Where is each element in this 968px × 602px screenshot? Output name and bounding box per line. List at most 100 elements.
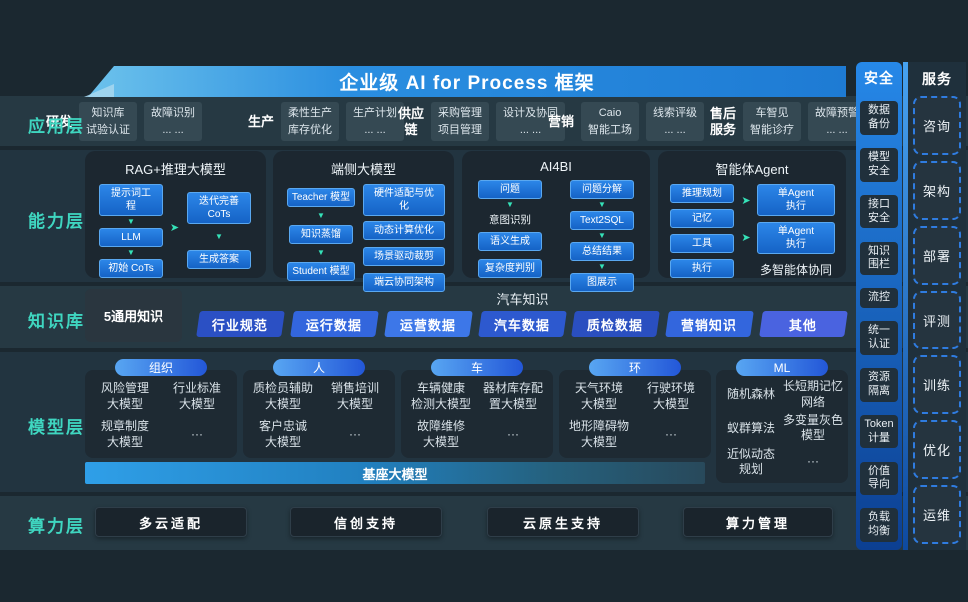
knowledge-tag-label: 行业规范: [212, 317, 269, 333]
knowledge-tag: 运行数据: [290, 311, 379, 337]
knowledge-tag: 行业规范: [196, 311, 285, 337]
model-category-pill-env: 环: [589, 359, 681, 376]
layer-label-capability: 能力层: [28, 212, 85, 231]
knowledge-tag: 其他: [759, 311, 848, 337]
arrow-right-icon: ➤: [741, 195, 751, 207]
service-item: 训练: [913, 355, 961, 415]
flow-node: 执行: [670, 259, 734, 278]
knowledge-tag: 质检数据: [571, 311, 661, 337]
arrow-down-icon: ▼: [506, 200, 514, 209]
model-category-pill-ml: ML: [736, 359, 828, 376]
capability-box-agent: 智能体Agent 推理规划 记忆 工具 执行 ➤ ➤ 单Agent 执行 单Ag…: [658, 151, 846, 278]
knowledge-tag: 运营数据: [383, 311, 473, 337]
model-item: 长短期记忆 网络: [782, 379, 843, 409]
security-item: 价值 导向: [860, 461, 898, 496]
arrow-right-icon: ➤: [169, 222, 180, 234]
app-domain-production: 生产 柔性生产 库存优化 生产计划 ... ...: [248, 102, 405, 141]
model-item: 规章制度 大模型: [100, 419, 149, 449]
flow-node: 工具: [670, 234, 734, 253]
arrow-down-icon: ▼: [127, 248, 135, 257]
flow-node: 提示词工 程: [99, 184, 163, 216]
model-group-env: 天气环境 大模型 行驶环境 大模型 地形障碍物 大模型 ···: [559, 370, 711, 458]
domain-label: 生产: [248, 113, 275, 129]
flow-node: 单Agent 执行: [757, 222, 835, 254]
security-item: 接口 安全: [860, 194, 898, 229]
arrow-down-icon: ▼: [598, 200, 606, 209]
flow-node: 问题分解: [570, 180, 634, 199]
security-item: 数据 备份: [860, 101, 898, 135]
knowledge-tag-label: 汽车数据: [494, 317, 551, 333]
multi-agent-caption: 多智能体协同: [759, 263, 832, 277]
model-item: 天气环境 大模型: [574, 381, 623, 411]
security-title: 安全: [864, 70, 894, 86]
app-item: 故障识别 ... ...: [144, 102, 203, 141]
model-item: 客户忠诚 大模型: [258, 419, 307, 449]
service-divider-strip: [903, 62, 908, 550]
general-knowledge-box: 5通用知识: [85, 289, 182, 342]
flow-node: 单Agent 执行: [757, 184, 835, 216]
model-item: 行业标准 大模型: [172, 381, 221, 411]
knowledge-tag: 营销知识: [665, 311, 754, 337]
capability-title: 端侧大模型: [330, 162, 396, 177]
arrow-right-icon: ➤: [741, 232, 751, 244]
model-item: 车辆健康 检测大模型: [410, 381, 471, 411]
model-group-people: 质检员辅助 大模型 销售培训 大模型 客户忠诚 大模型 ···: [243, 370, 395, 458]
capability-box-edge: 端侧大模型 Teacher 模型 ▼ 知识蒸馏 ▼ Student 模型 硬件适…: [273, 151, 454, 292]
model-item: 行驶环境 大模型: [646, 381, 695, 411]
flow-label: 意图识别: [489, 214, 531, 226]
title-banner: 企业级 AI for Process 框架: [88, 66, 846, 97]
flow-node: 记忆: [670, 209, 734, 228]
flow-node: 知识蒸馏: [289, 225, 353, 244]
security-item: 资源 隔离: [860, 368, 898, 402]
flow-node: Text2SQL: [570, 211, 634, 230]
model-item: ···: [507, 427, 519, 442]
app-domain-marketing: 营销 Caio 智能工场 线索评级 ... ...: [548, 102, 705, 141]
security-item: 负载 均衡: [860, 508, 898, 542]
app-domain-supplychain: 供应 链 采购管理 项目管理 设计及协同 ... ...: [398, 102, 566, 141]
flow-node: 推理规划: [670, 184, 734, 203]
security-item: Token 计量: [860, 414, 898, 449]
model-item: 质检员辅助 大模型: [252, 381, 313, 411]
knowledge-tag-label: 营销知识: [681, 317, 738, 333]
capability-title: AI4BI: [540, 159, 572, 174]
model-item: 器材库存配 置大模型: [482, 381, 543, 411]
domain-label: 供应 链: [398, 105, 425, 137]
security-item: 流控: [860, 288, 898, 309]
compute-item-management: 算力管理: [683, 507, 833, 537]
layer-label-compute: 算力层: [28, 517, 85, 536]
knowledge-tag-label: 运行数据: [306, 317, 363, 333]
arrow-down-icon: ▼: [317, 211, 325, 220]
flow-node: 迭代完善 CoTs: [187, 192, 251, 224]
model-item: ···: [807, 454, 819, 469]
layer-label-knowledge: 知识库: [28, 312, 85, 331]
service-item: 评测: [913, 290, 961, 350]
app-domain-rd: 研发 知识库 试验认证 故障识别 ... ...: [46, 102, 203, 141]
security-item: 知识 围栏: [860, 241, 898, 276]
arrow-down-icon: ▼: [317, 248, 325, 257]
knowledge-tag: 汽车数据: [477, 311, 567, 337]
domain-label: 售后 服务: [710, 105, 737, 137]
security-item: 模型 安全: [860, 148, 898, 182]
flow-node: 生成答案: [187, 250, 251, 269]
model-category-pill-people: 人: [273, 359, 365, 376]
app-item: 采购管理 项目管理: [431, 102, 490, 141]
arrow-down-icon: ▼: [215, 232, 223, 241]
model-item: 蚁群算法: [726, 420, 775, 435]
model-item: 近似动态 规划: [726, 446, 775, 477]
layer-label-application: 应用层: [28, 117, 85, 136]
flow-node: 语义生成: [478, 232, 542, 251]
model-item: 随机森林: [726, 387, 775, 402]
auto-knowledge-title: 汽车知识: [496, 292, 549, 307]
domain-label: 营销: [548, 113, 575, 129]
model-group-vehicle: 车辆健康 检测大模型 器材库存配 置大模型 故障维修 大模型 ···: [401, 370, 553, 458]
model-item: 多变量灰色 模型: [782, 412, 843, 443]
flow-node: 初始 CoTs: [99, 259, 163, 278]
service-item: 部署: [913, 225, 961, 285]
flow-node: 动态计算优化: [363, 221, 445, 240]
flow-node: 总结结果: [570, 242, 634, 261]
app-domain-aftersales: 售后 服务 车智见 智能诊疗 故障预警 ... ...: [710, 102, 867, 141]
flow-node: 复杂度判别: [478, 259, 542, 278]
flow-node: 问题: [478, 180, 542, 199]
model-item: 风险管理 大模型: [100, 381, 149, 411]
